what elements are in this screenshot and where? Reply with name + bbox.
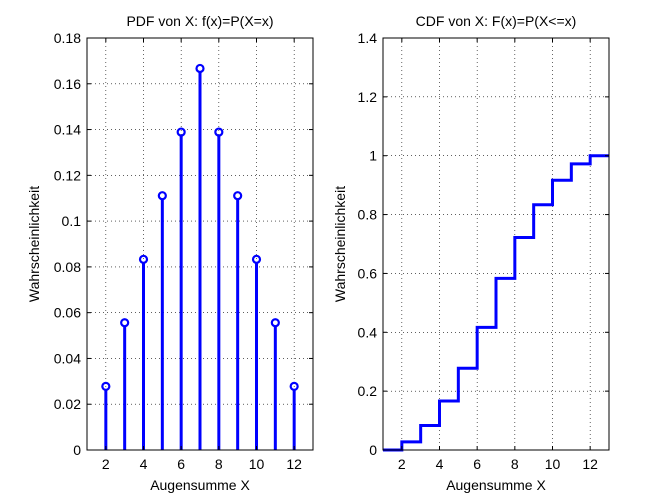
pdf-y-tick-label: 0.06 [54, 305, 81, 321]
cdf-x-tick-label: 12 [582, 456, 598, 472]
cdf-grid [383, 38, 609, 450]
cdf-stairs [383, 154, 609, 452]
pdf-stem-marker [120, 318, 130, 328]
cdf-y-tick-label: 1.4 [358, 30, 378, 46]
cdf-y-tick-label: 0.8 [358, 207, 378, 223]
cdf-title: CDF von X: F(x)=P(X<=x) [416, 13, 577, 29]
cdf-y-tick-label: 1 [369, 148, 377, 164]
cdf-y-tick-label: 0.2 [358, 383, 378, 399]
pdf-y-axis-label: Wahrscheinlichkeit [26, 186, 42, 302]
cdf-x-tick-label: 2 [398, 456, 406, 472]
pdf-x-axis-label: Augensumme X [150, 477, 250, 493]
pdf-x-tick-label: 2 [102, 456, 110, 472]
cdf-cdf-line [383, 154, 609, 452]
cdf-x-tick-label: 8 [511, 456, 519, 472]
pdf-y-tick-label: 0.1 [62, 213, 82, 229]
pdf-y-tick-label: 0.12 [54, 167, 81, 183]
cdf-x-tick-label: 6 [473, 456, 481, 472]
pdf-title: PDF von X: f(x)=P(X=x) [126, 13, 273, 29]
pdf-x-tick-label: 10 [249, 456, 265, 472]
pdf-stems [101, 63, 299, 450]
pdf-x-tick-label: 4 [140, 456, 148, 472]
pdf-stem-marker [195, 63, 205, 74]
pdf-x-tick-label: 8 [215, 456, 223, 472]
pdf-y-tick-label: 0.02 [54, 396, 81, 412]
pdf-stem-marker [214, 127, 224, 137]
pdf-stem-marker [289, 381, 299, 391]
pdf-x-tick-label: 12 [286, 456, 302, 472]
cdf-y-tick-label: 0.4 [358, 324, 378, 340]
pdf-y-tick-label: 0 [73, 442, 81, 458]
cdf-y-tick-label: 1.2 [358, 89, 378, 105]
pdf-ticks: 2 4 6 8 10 12 0 0.02 0.04 0.06 0.08 0.1 0.12 0.14 0.16… [54, 30, 313, 472]
pdf-stem-marker [138, 254, 149, 264]
pdf-y-tick-label: 0.08 [54, 259, 81, 275]
cdf-panel: 2 4 6 8 10 12 0 0.2 0.4 0.6 0.8 1 1.2 1.4 CDF von X: … [332, 13, 610, 493]
pdf-axes-frame [86, 37, 314, 451]
cdf-y-tick-label: 0 [369, 442, 377, 458]
pdf-x-tick-label: 6 [177, 456, 185, 472]
pdf-y-tick-label: 0.14 [54, 122, 81, 138]
cdf-y-tick-label: 0.6 [358, 265, 378, 281]
pdf-stem-marker [233, 191, 243, 201]
pdf-stem-marker [101, 381, 111, 391]
pdf-y-tick-label: 0.16 [54, 76, 81, 92]
pdf-panel: 2 4 6 8 10 12 0 0.02 0.04 0.06 0.08 0.1 0.12 0.14 0.16… [26, 13, 314, 493]
cdf-ticks: 2 4 6 8 10 12 0 0.2 0.4 0.6 0.8 1 1.2 1.4 [358, 30, 609, 472]
cdf-axes-frame [382, 37, 610, 451]
cdf-plot-area [383, 38, 609, 450]
pdf-stem-marker [157, 191, 167, 201]
pdf-y-tick-label: 0.18 [54, 30, 81, 46]
pdf-stem-marker [270, 318, 280, 328]
cdf-x-tick-label: 4 [436, 456, 444, 472]
cdf-x-axis-label: Augensumme X [446, 477, 546, 493]
cdf-y-axis-label: Wahrscheinlichkeit [332, 186, 348, 302]
pdf-stem-marker [176, 127, 186, 137]
pdf-y-tick-label: 0.04 [54, 350, 81, 366]
pdf-stem-marker [251, 254, 262, 264]
cdf-x-tick-label: 10 [545, 456, 561, 472]
